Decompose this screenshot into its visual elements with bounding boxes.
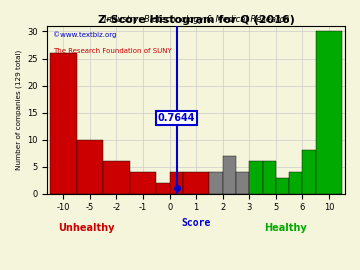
- Text: Healthy: Healthy: [264, 223, 307, 233]
- Bar: [210, 172, 223, 194]
- Text: Unhealthy: Unhealthy: [58, 223, 114, 233]
- Bar: [236, 172, 249, 194]
- Bar: [130, 172, 156, 194]
- Bar: [156, 183, 170, 194]
- Bar: [170, 172, 183, 194]
- Bar: [302, 150, 316, 194]
- Bar: [276, 178, 289, 194]
- Text: Industry: Biotechnology & Medical Research: Industry: Biotechnology & Medical Resear…: [104, 15, 289, 24]
- Bar: [77, 140, 103, 194]
- Text: The Research Foundation of SUNY: The Research Foundation of SUNY: [53, 48, 172, 54]
- Bar: [289, 172, 302, 194]
- Bar: [316, 32, 342, 194]
- Bar: [103, 161, 130, 194]
- Text: ©www.textbiz.org: ©www.textbiz.org: [53, 31, 117, 38]
- Bar: [50, 53, 77, 194]
- Bar: [183, 172, 210, 194]
- Bar: [263, 161, 276, 194]
- Text: 0.7644: 0.7644: [158, 113, 195, 123]
- X-axis label: Score: Score: [181, 218, 211, 228]
- Bar: [249, 161, 263, 194]
- Y-axis label: Number of companies (129 total): Number of companies (129 total): [15, 50, 22, 170]
- Bar: [223, 156, 236, 194]
- Title: Z-Score Histogram for Q (2016): Z-Score Histogram for Q (2016): [98, 15, 294, 25]
